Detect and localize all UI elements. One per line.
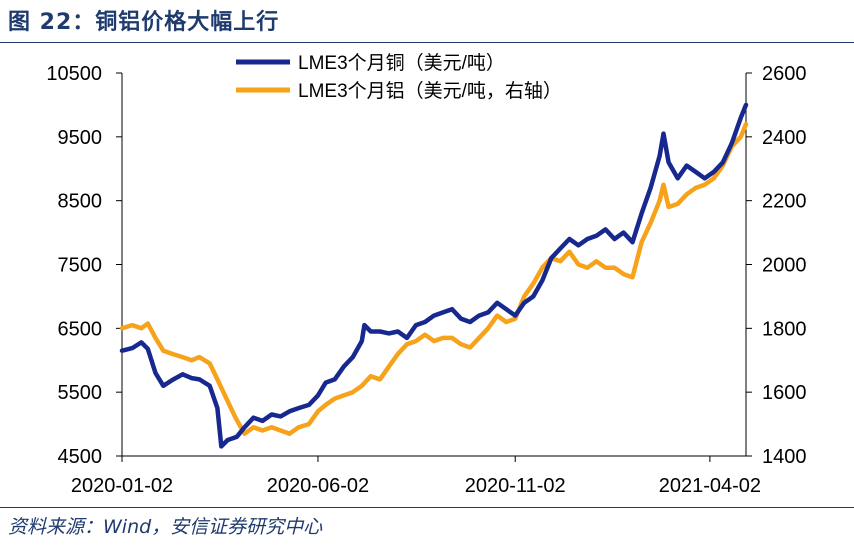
left-tick-label: 9500	[58, 127, 103, 149]
right-tick-label: 2000	[762, 255, 807, 277]
right-tick-label: 2400	[762, 127, 807, 149]
legend-label-copper: LME3个月铜（美元/吨）	[298, 52, 505, 74]
right-tick-label: 2600	[762, 63, 807, 85]
source-divider	[0, 507, 854, 508]
x-tick-label: 2020-11-02	[465, 475, 566, 497]
right-tick-label: 2200	[762, 191, 807, 213]
figure-title: 图 22：铜铝价格大幅上行	[8, 10, 280, 35]
chart-axes: 4500 5500 6500 7500 8500 9500 10500 1400 1600 180…	[46, 63, 806, 497]
copper-series-line	[119, 102, 749, 449]
right-tick-label: 1800	[762, 318, 807, 340]
right-tick-label: 1400	[762, 446, 807, 468]
title-divider	[0, 42, 854, 43]
chart-series	[119, 102, 749, 449]
x-tick-label: 2020-06-02	[267, 475, 369, 497]
left-tick-label: 6500	[58, 318, 103, 340]
left-tick-label: 4500	[58, 446, 103, 468]
chart-legend: LME3个月铜（美元/吨） LME3个月铝（美元/吨，右轴）	[236, 52, 562, 102]
aluminum-series-line	[119, 121, 749, 436]
left-tick-label: 10500	[46, 63, 102, 85]
legend-label-aluminum: LME3个月铝（美元/吨，右轴）	[298, 80, 562, 102]
source-note: 资料来源：Wind，安信证券研究中心	[8, 516, 323, 538]
left-tick-label: 7500	[58, 255, 103, 277]
left-tick-label: 8500	[58, 191, 103, 213]
left-tick-label: 5500	[58, 382, 103, 404]
x-tick-label: 2021-04-02	[659, 475, 761, 497]
x-tick-label: 2020-01-02	[71, 475, 173, 497]
right-tick-label: 1600	[762, 382, 807, 404]
chart-plot: 4500 5500 6500 7500 8500 9500 10500 1400 1600 180…	[46, 52, 806, 497]
